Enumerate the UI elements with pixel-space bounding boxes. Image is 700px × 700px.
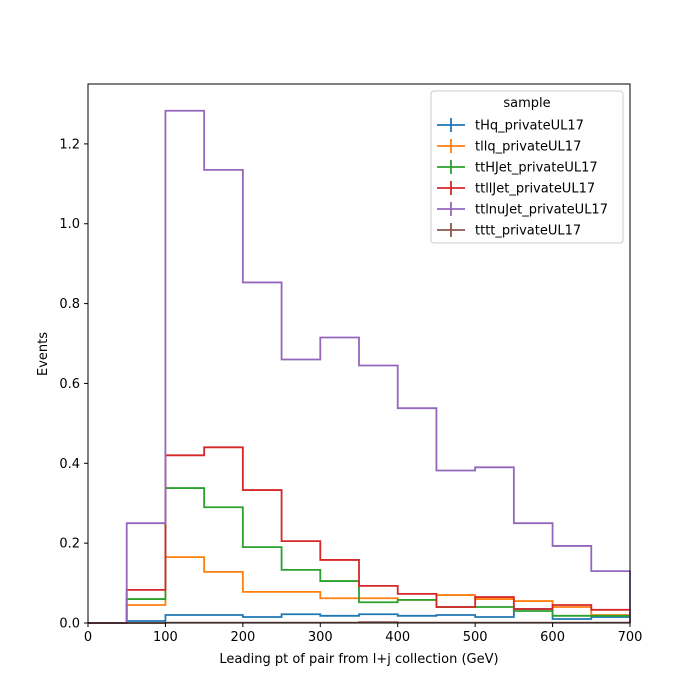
x-tick-label: 200 (230, 630, 255, 645)
legend-entry-tthjet-privateul17: ttHJet_privateUL17 (437, 160, 598, 176)
legend-entry-tllq-privateul17: tllq_privateUL17 (437, 139, 581, 155)
x-tick-label: 400 (385, 630, 410, 645)
y-tick-label: 1.2 (59, 137, 80, 152)
legend-entry-ttlljet-privateul17: ttllJet_privateUL17 (437, 181, 595, 197)
legend-title: sample (503, 96, 550, 111)
series-line-ttlljet-privateul17 (88, 446, 631, 624)
x-tick-label: 0 (84, 630, 92, 645)
legend-entry-thq-privateul17: tHq_privateUL17 (437, 118, 584, 134)
legend-label: ttllJet_privateUL17 (475, 182, 595, 197)
y-axis: 0.0 0.2 0.4 0.6 0.8 1.0 1.2 (59, 137, 88, 632)
legend-box (430, 90, 624, 244)
x-tick-label: 100 (153, 630, 178, 645)
y-tick-label: 0.4 (59, 457, 80, 472)
y-tick-label: 0.8 (59, 297, 80, 312)
x-tick-label: 300 (308, 630, 333, 645)
legend-entry-ttlnujet-privateul17: ttlnuJet_privateUL17 (437, 202, 608, 218)
y-tick-label: 0.0 (59, 617, 80, 632)
y-tick-label: 0.2 (59, 537, 80, 552)
plot-frame (87, 83, 631, 624)
series-line-ttlnujet-privateul17 (88, 109, 631, 624)
x-tick-label: 600 (540, 630, 565, 645)
x-tick-label: 500 (463, 630, 488, 645)
y-tick-label: 0.6 (59, 377, 80, 392)
legend-label: ttHJet_privateUL17 (475, 161, 598, 176)
x-axis: 0 100 200 300 400 500 600 700 (84, 623, 643, 645)
y-tick-label: 1.0 (59, 217, 80, 232)
legend-label: ttlnuJet_privateUL17 (475, 203, 608, 218)
legend-label: tllq_privateUL17 (475, 140, 581, 155)
legend-entry-tttt-privateul17: tttt_privateUL17 (437, 223, 581, 239)
x-axis-label: Leading pt of pair from l+j collection (… (219, 652, 498, 667)
y-axis-label: Events (36, 332, 51, 376)
x-tick-label: 700 (618, 630, 643, 645)
legend: sample tHq_privateUL17 tllq_privateUL17tt… (430, 90, 624, 244)
legend-entries: tHq_privateUL17 tllq_privateUL17 ttHJet_pr… (437, 118, 608, 239)
legend-label: tttt_privateUL17 (475, 224, 581, 239)
legend-label: tHq_privateUL17 (475, 119, 584, 134)
